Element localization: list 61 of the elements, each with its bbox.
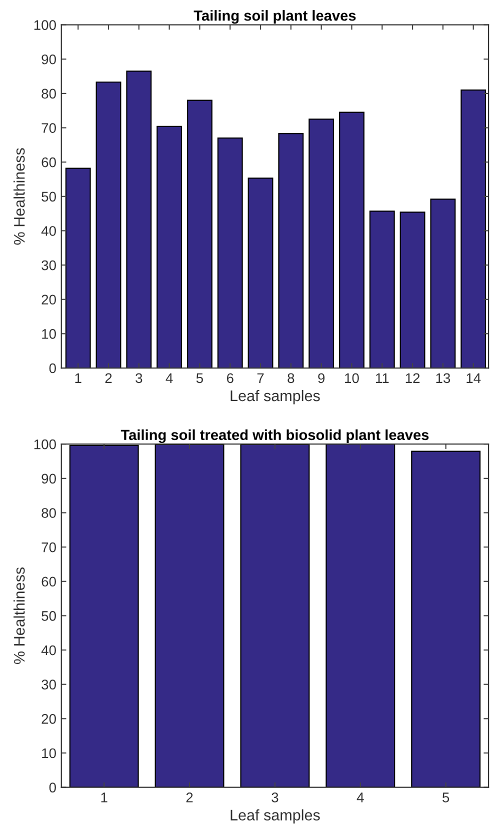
y-tick-label: 30: [42, 680, 56, 690]
bar: [400, 212, 426, 368]
y-tick-label: 40: [41, 645, 56, 656]
y-tick-label: 90: [42, 474, 56, 484]
y-tick-label: 100: [34, 439, 56, 450]
bar: [156, 126, 182, 368]
x-tick-label: 5: [442, 792, 450, 802]
bar: [217, 138, 243, 368]
bar: [186, 100, 212, 368]
y-tick-label: 20: [42, 714, 56, 724]
y-tick-label: 80: [42, 88, 56, 99]
x-tick-label: 9: [318, 373, 325, 384]
x-tick-label: 14: [466, 373, 481, 383]
bar: [65, 168, 91, 368]
y-tick-label: 30: [42, 260, 56, 270]
chart-title: Tailing soil plant leaves: [194, 10, 356, 24]
x-axis-title: Leaf samples: [230, 390, 320, 404]
y-tick-label: 0: [49, 363, 56, 374]
x-tick-label: 2: [105, 373, 112, 383]
bar: [369, 210, 395, 368]
x-tick-label: 6: [226, 373, 234, 384]
y-tick-label: 10: [42, 329, 56, 339]
x-tick-label: 8: [288, 373, 294, 384]
bar: [308, 118, 334, 368]
y-tick-label: 90: [42, 54, 56, 64]
x-tick-label: 4: [166, 373, 173, 383]
y-tick-label: 20: [42, 294, 56, 305]
x-tick-label: 1: [75, 373, 82, 383]
y-tick-label: 100: [34, 20, 56, 30]
bar: [278, 133, 304, 368]
x-tick-label: 11: [376, 373, 389, 383]
y-axis-title: % Healthiness: [14, 148, 25, 245]
y-tick-label: 70: [42, 123, 56, 133]
y-tick-label: 0: [49, 782, 56, 792]
bar: [96, 82, 122, 368]
bar: [126, 70, 152, 368]
chart-title: Tailing soil treated with biosolid plant leaves: [120, 429, 429, 444]
y-axis-title: % Healthiness: [14, 567, 25, 664]
bar: [460, 89, 486, 368]
y-tick-label: 10: [42, 748, 56, 758]
bar: [430, 198, 456, 368]
y-tick-label: 40: [41, 226, 56, 236]
x-tick-label: 5: [196, 373, 203, 384]
x-tick-label: 10: [345, 373, 359, 384]
y-tick-label: 60: [42, 576, 56, 587]
x-axis-title: Leaf samples: [230, 809, 320, 824]
bar: [248, 178, 274, 368]
x-tick-label: 12: [406, 373, 420, 383]
x-tick-label: 2: [186, 792, 193, 802]
y-tick-label: 70: [42, 542, 56, 552]
y-tick-label: 80: [42, 508, 56, 518]
x-tick-label: 4: [356, 792, 364, 802]
y-tick-label: 50: [42, 611, 56, 621]
x-tick-label: 1: [101, 792, 108, 802]
bar: [339, 112, 364, 368]
x-tick-label: 3: [272, 792, 278, 802]
x-tick-label: 3: [136, 373, 142, 384]
y-tick-label: 50: [42, 192, 56, 202]
y-tick-label: 60: [42, 157, 56, 168]
x-tick-label: 13: [436, 373, 450, 384]
x-tick-label: 7: [257, 373, 264, 383]
